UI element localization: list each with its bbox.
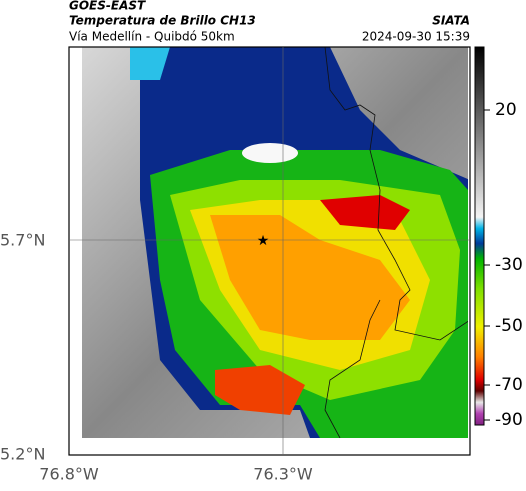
lon-tick: 76.8°W (39, 465, 99, 484)
colorbar-tick-label: -70 (495, 375, 523, 395)
lon-tick: 76.3°W (253, 465, 313, 484)
map-frame (68, 46, 471, 456)
lat-tick: 5.2°N (0, 445, 45, 464)
datetime: 2024-09-30 15:39 (362, 30, 470, 44)
colorbar-tick-label: -50 (495, 316, 523, 336)
colorbar-tick-label: -30 (495, 255, 523, 275)
lat-tick: 5.7°N (0, 231, 45, 250)
colorbar-tick-label: -90 (495, 410, 523, 430)
colorbar (474, 46, 485, 426)
subtitle: Vía Medellín - Quibdó 50km (69, 30, 235, 44)
satellite-image (82, 47, 468, 438)
colorbar-ticks: 20 -30 -50 -70 -90 (484, 100, 523, 430)
agency: GOES-EAST (69, 0, 146, 13)
source: SIATA (432, 14, 470, 28)
title: Temperatura de Brillo CH13 (69, 14, 256, 28)
colorbar-tick-label: 20 (495, 100, 517, 120)
city-marker: ★ (257, 233, 270, 249)
